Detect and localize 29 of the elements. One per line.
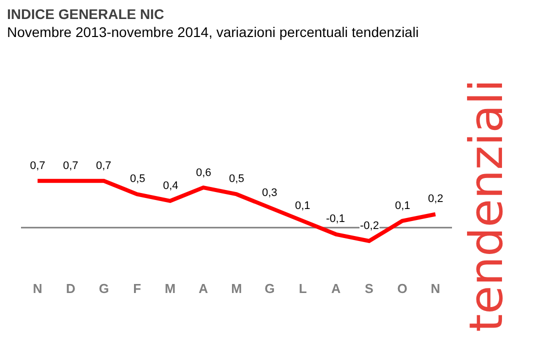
data-label: -0,2 xyxy=(360,220,379,232)
x-tick-label: N xyxy=(32,281,42,296)
x-tick-label: L xyxy=(298,281,307,296)
x-tick-label: N xyxy=(430,281,440,296)
x-tick-label: F xyxy=(133,281,142,296)
data-label: 0,1 xyxy=(295,200,310,212)
data-label: 0,2 xyxy=(428,193,444,205)
data-label: 0,3 xyxy=(262,187,278,199)
text: tendenziali xyxy=(459,79,513,332)
data-label: 0,7 xyxy=(63,160,78,172)
data-label: 0,6 xyxy=(196,167,212,179)
data-label: 0,4 xyxy=(163,180,178,192)
x-tick-label: A xyxy=(198,281,209,296)
data-label: 0,7 xyxy=(96,160,112,172)
x-tick-label: M xyxy=(231,281,242,296)
chart-title: INDICE GENERALE NIC xyxy=(7,6,164,22)
data-label: -0,1 xyxy=(326,213,345,225)
x-tick-label: D xyxy=(66,281,76,296)
data-label: 0,5 xyxy=(130,173,146,185)
chart-subtitle: Novembre 2013-novembre 2014, variazioni percentuali tendenziali xyxy=(7,24,419,40)
x-tick-label: A xyxy=(331,281,342,296)
data-label: 0,1 xyxy=(395,200,410,212)
x-tick-label: M xyxy=(164,281,176,296)
data-label: 0,7 xyxy=(30,160,46,172)
x-tick-label: G xyxy=(264,281,275,296)
x-tick-label: G xyxy=(98,281,109,296)
x-tick-label: S xyxy=(364,281,374,296)
data-label: 0,5 xyxy=(229,173,244,185)
x-tick-label: O xyxy=(397,281,408,296)
